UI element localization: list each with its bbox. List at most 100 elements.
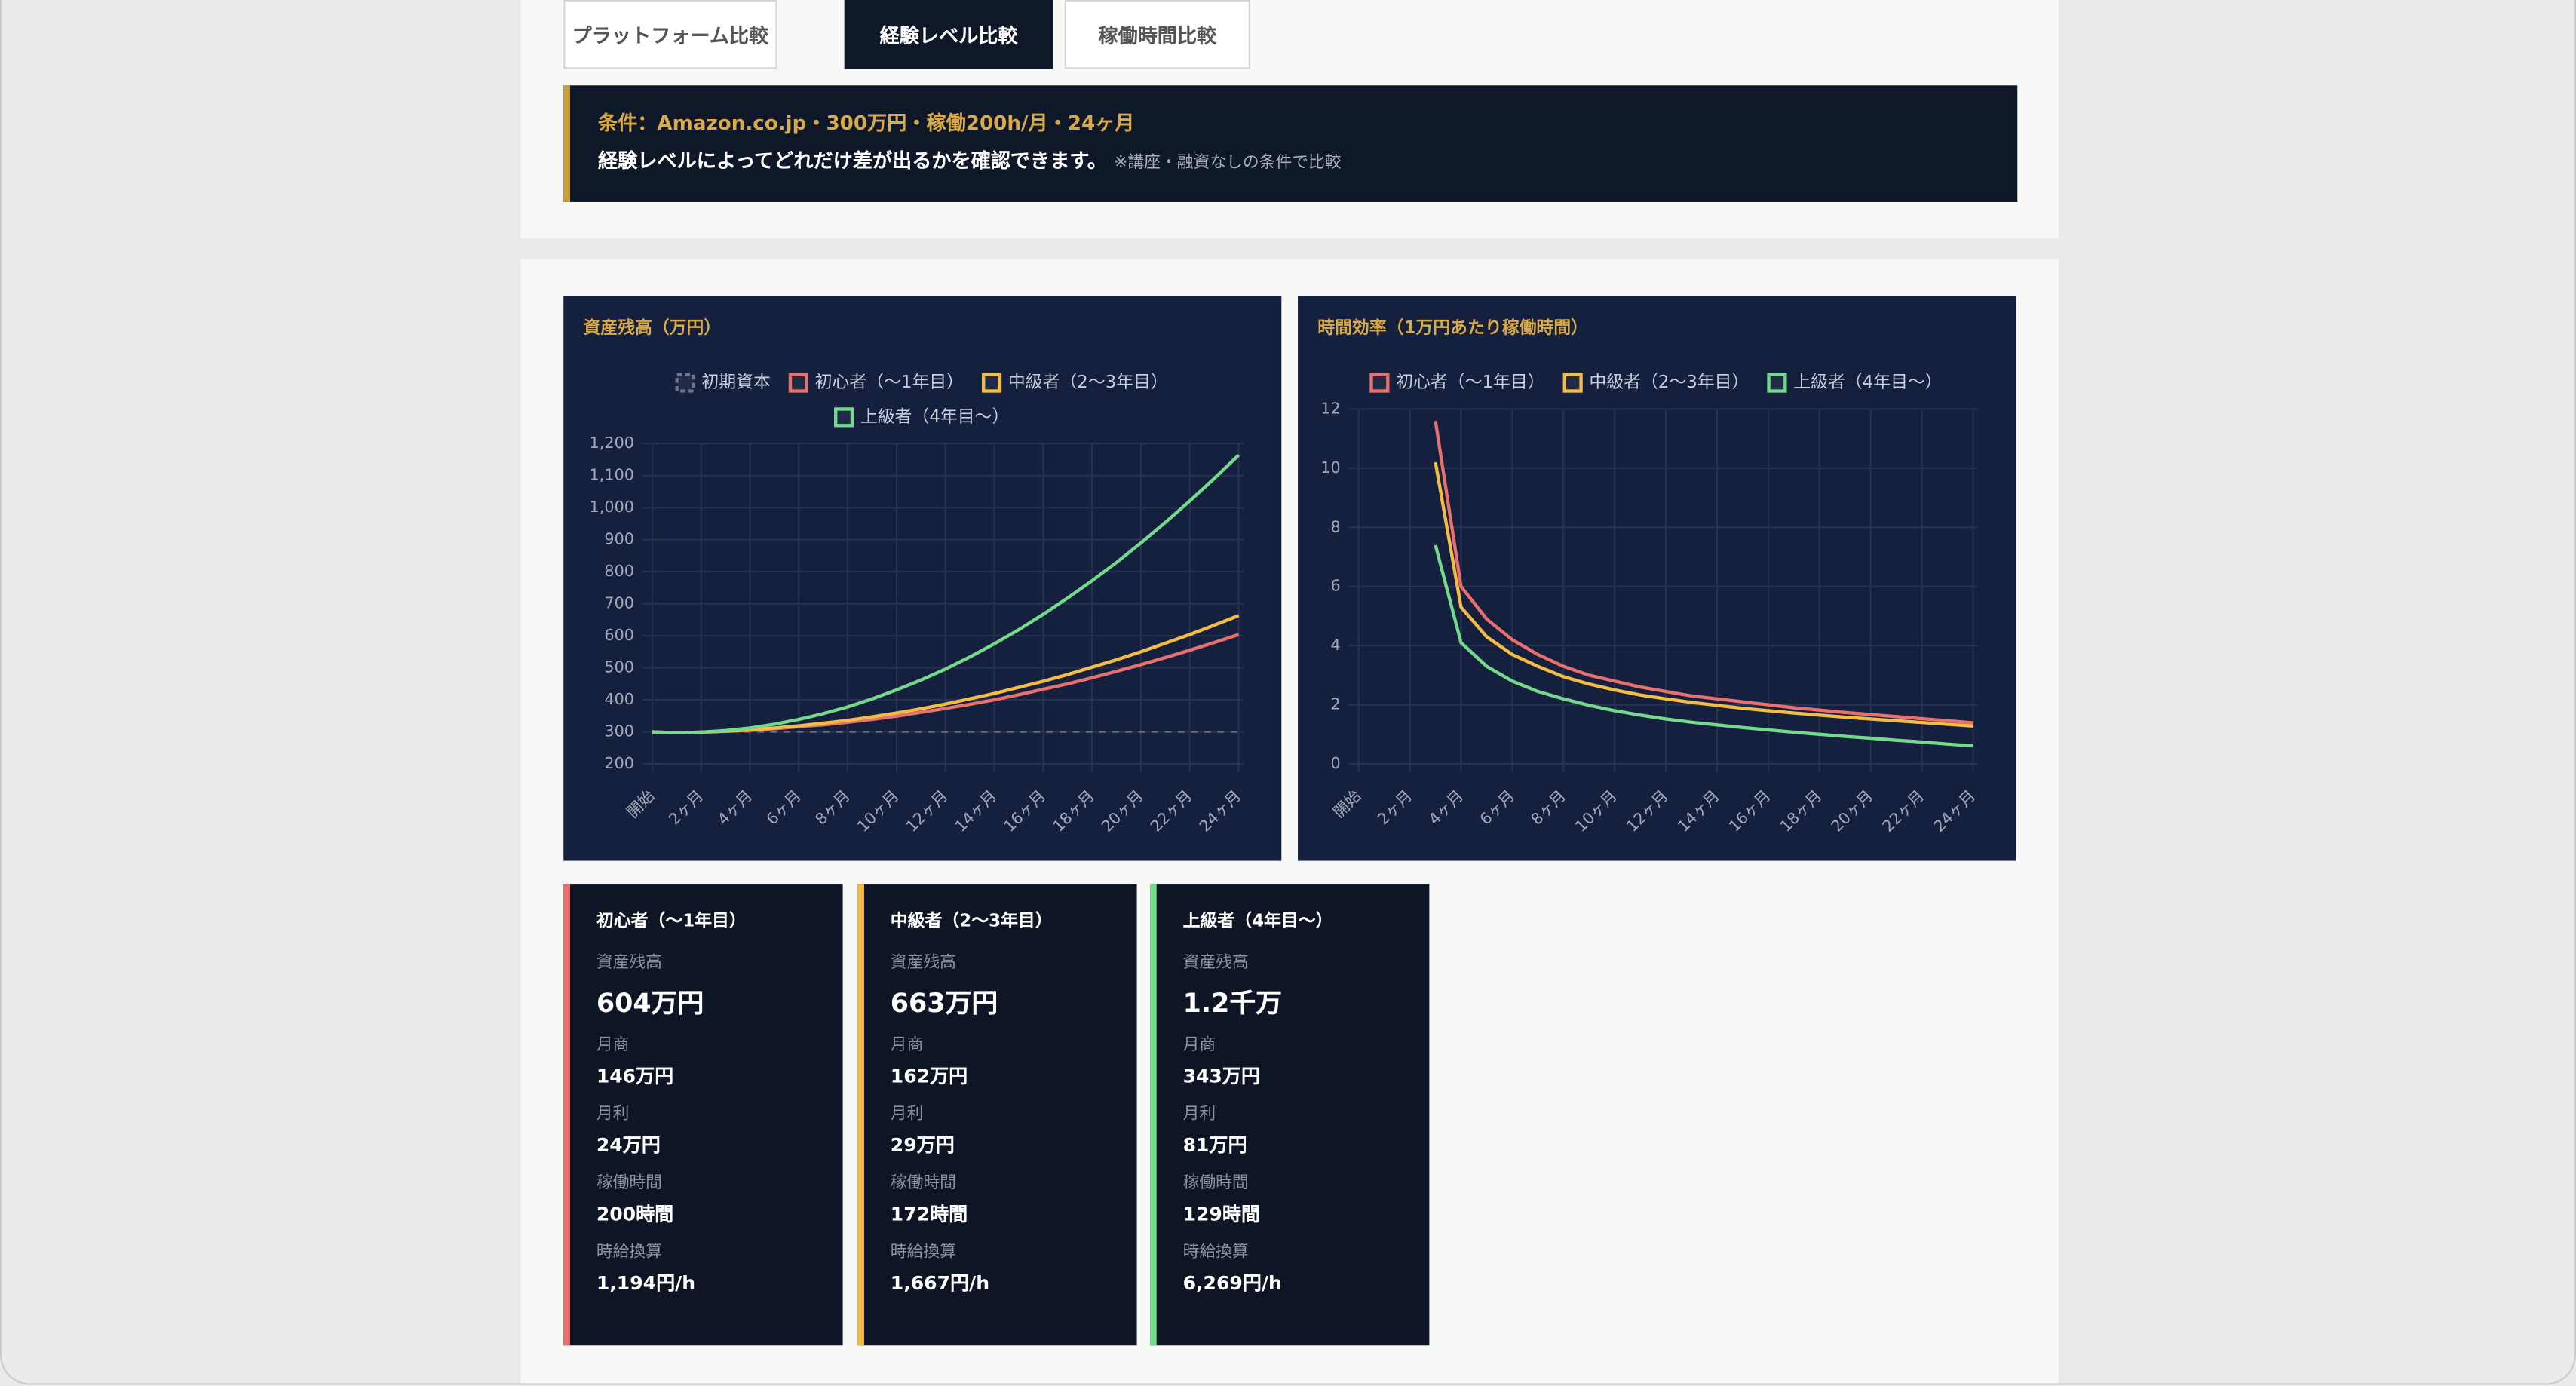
- card-label: 稼働時間: [890, 1174, 956, 1193]
- banner-text: 経験レベルによってどれだけ差が出るかを確認できます。: [597, 149, 1108, 173]
- legend-label: 初心者（〜1年目）: [815, 373, 964, 392]
- x-tick-label: 18ヶ月: [1777, 787, 1826, 836]
- legend-item: 初心者（〜1年目）: [1369, 373, 1545, 393]
- chart-title: 時間効率（1万円あたり稼働時間）: [1317, 317, 1588, 338]
- card-value: 146万円: [596, 1064, 674, 1088]
- legend-swatch: [1767, 373, 1787, 393]
- legend-swatch: [675, 373, 695, 393]
- y-tick-label: 8: [1331, 517, 1341, 535]
- card-value: 1,194円/h: [596, 1271, 696, 1295]
- legend-swatch: [1562, 373, 1583, 393]
- card-value: 343万円: [1182, 1064, 1260, 1088]
- legend-label: 初期資本: [701, 373, 771, 392]
- x-tick-label: 16ヶ月: [1000, 787, 1049, 836]
- legend-item: 中級者（2〜3年目）: [982, 373, 1168, 393]
- x-tick-label: 12ヶ月: [1623, 787, 1672, 836]
- y-tick-label: 12: [1320, 399, 1340, 417]
- x-tick-label: 24ヶ月: [1930, 787, 1979, 836]
- legend-label: 上級者（4年目〜）: [860, 407, 1009, 427]
- card-label: 月利: [890, 1105, 924, 1124]
- x-tick-label: 10ヶ月: [1572, 787, 1621, 836]
- legend-label: 中級者（2〜3年目）: [1589, 373, 1749, 392]
- y-tick-label: 2: [1331, 695, 1341, 713]
- card-label: 時給換算: [596, 1243, 662, 1262]
- legend-swatch: [834, 407, 854, 428]
- y-tick-label: 400: [604, 690, 634, 708]
- card-value: 200時間: [596, 1202, 674, 1226]
- card-value: 129時間: [1182, 1202, 1260, 1226]
- level-card: 中級者（2〜3年目） 資産残高 663万円 月商 162万円 月利 29万円 稼働時間 172時…: [857, 884, 1137, 1346]
- legend-label: 中級者（2〜3年目）: [1008, 373, 1168, 392]
- banner-note: ※講座・融資なしの条件で比較: [1114, 154, 1342, 173]
- x-tick-label: 2ヶ月: [665, 787, 707, 829]
- y-tick-label: 10: [1320, 458, 1340, 477]
- card-title: 上級者（4年目〜）: [1182, 912, 1333, 932]
- x-tick-label: 4ヶ月: [714, 787, 756, 829]
- card-value: 604万円: [596, 987, 704, 1019]
- x-tick-label: 4ヶ月: [1425, 787, 1467, 829]
- card-label: 月利: [596, 1105, 630, 1124]
- x-tick-label: 開始: [623, 787, 658, 821]
- y-tick-label: 700: [604, 594, 634, 612]
- legend-item: 上級者（4年目〜）: [1767, 373, 1943, 393]
- x-tick-label: 24ヶ月: [1196, 787, 1245, 836]
- y-tick-label: 200: [604, 754, 634, 772]
- x-tick-label: 6ヶ月: [1477, 787, 1519, 829]
- chart: 資産残高（万円） 200 300 400 500 600 700 800 900 1,000 1,1…: [563, 296, 1282, 861]
- tab-active[interactable]: 経験レベル比較: [844, 0, 1053, 69]
- tab[interactable]: プラットフォーム比較: [563, 0, 777, 69]
- banner-text-row: 経験レベルによってどれだけ差が出るかを確認できます。 ※講座・融資なしの条件で比…: [598, 146, 2017, 174]
- y-tick-label: 600: [604, 626, 634, 644]
- legend-item: 初期資本: [675, 373, 771, 393]
- series-line: [1434, 461, 1973, 728]
- card-label: 月商: [1182, 1036, 1216, 1055]
- card-label: 資産残高: [596, 954, 662, 973]
- card-title: 初心者（〜1年目）: [596, 912, 747, 932]
- chart-title: 資産残高（万円）: [583, 317, 721, 338]
- card-label: 月商: [890, 1036, 924, 1055]
- card-value: 172時間: [890, 1202, 968, 1226]
- x-tick-label: 22ヶ月: [1878, 787, 1927, 836]
- x-tick-label: 20ヶ月: [1828, 787, 1877, 836]
- card-value: 1,667円/h: [890, 1271, 990, 1295]
- condition-banner: 条件：Amazon.co.jp・300万円・稼働200h/月・24ヶ月 経験レベ…: [563, 85, 2018, 202]
- series-line: [652, 453, 1240, 734]
- y-tick-label: 1,000: [590, 498, 634, 516]
- card-label: 時給換算: [1182, 1243, 1249, 1262]
- y-tick-label: 0: [1331, 754, 1341, 772]
- y-tick-label: 300: [604, 722, 634, 741]
- y-tick-label: 500: [604, 658, 634, 676]
- y-tick-label: 800: [604, 562, 634, 580]
- card-label: 稼働時間: [596, 1174, 662, 1193]
- card-label: 月利: [1182, 1105, 1216, 1124]
- x-tick-label: 18ヶ月: [1049, 787, 1098, 836]
- legend-item: 上級者（4年目〜）: [834, 407, 1009, 428]
- x-tick-label: 14ヶ月: [1674, 787, 1723, 836]
- card-label: 資産残高: [1182, 954, 1249, 973]
- legend-swatch: [1369, 373, 1390, 393]
- tab[interactable]: 稼働時間比較: [1064, 0, 1250, 69]
- card-value: 24万円: [596, 1133, 661, 1157]
- level-card: 初心者（〜1年目） 資産残高 604万円 月商 146万円 月利 24万円 稼働時間 200時間…: [563, 884, 843, 1346]
- y-tick-label: 1,100: [590, 466, 634, 484]
- x-tick-label: 12ヶ月: [903, 787, 952, 836]
- card-value: 29万円: [890, 1133, 955, 1157]
- legend-label: 上級者（4年目〜）: [1793, 373, 1942, 392]
- legend-swatch: [982, 373, 1002, 393]
- y-tick-label: 4: [1331, 636, 1341, 654]
- condition: 条件：Amazon.co.jp・300万円・稼働200h/月・24ヶ月: [597, 112, 1135, 135]
- legend-label: 初心者（〜1年目）: [1396, 373, 1544, 392]
- x-tick-label: 2ヶ月: [1374, 787, 1416, 829]
- card-label: 資産残高: [890, 954, 956, 973]
- y-tick-label: 900: [604, 530, 634, 548]
- legend-swatch: [788, 373, 808, 393]
- y-tick-label: 1,200: [590, 434, 634, 452]
- x-tick-label: 16ヶ月: [1725, 787, 1774, 836]
- card-title: 中級者（2〜3年目）: [890, 912, 1053, 932]
- x-tick-label: 6ヶ月: [763, 787, 805, 829]
- card-label: 稼働時間: [1182, 1174, 1249, 1193]
- series-line: [1434, 420, 1973, 725]
